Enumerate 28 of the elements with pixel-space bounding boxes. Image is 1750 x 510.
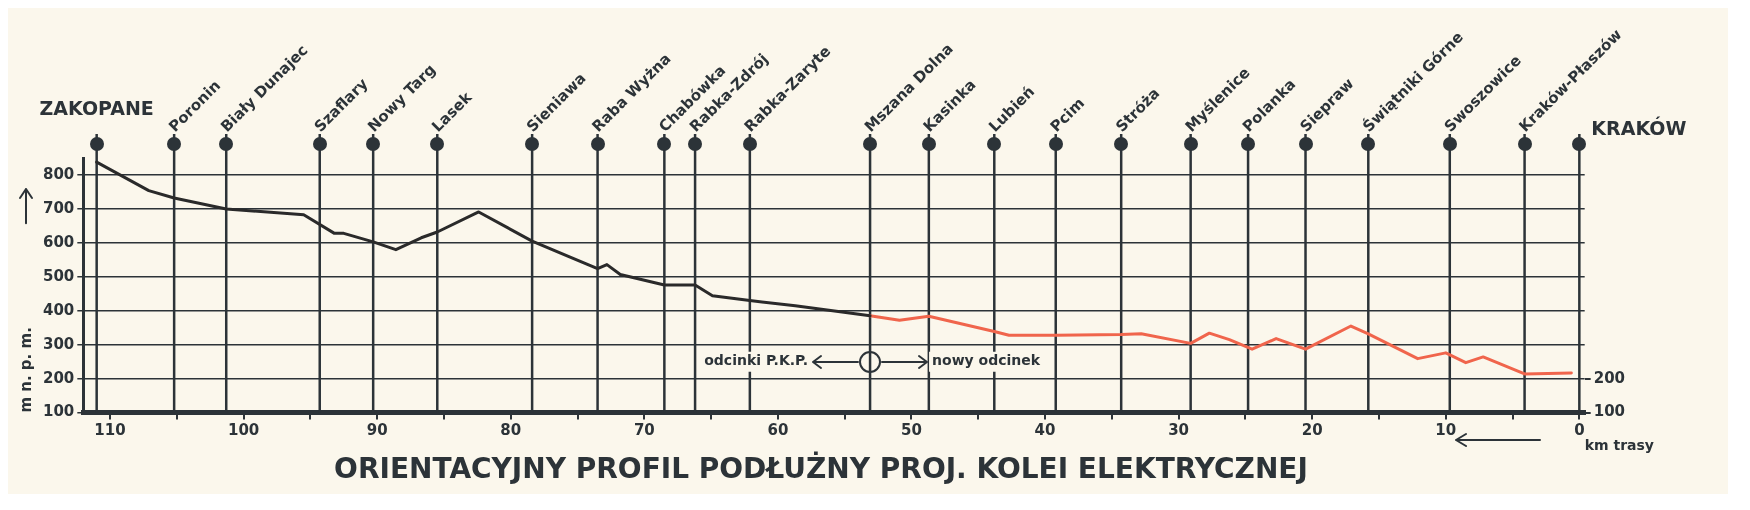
x-tick-label: 100 — [227, 421, 260, 440]
x-tick-label: 20 — [1301, 421, 1323, 440]
x-tick-label: 70 — [633, 421, 655, 440]
x-tick-label: 0 — [1574, 421, 1585, 440]
x-axis-title: km trasy — [1584, 436, 1654, 453]
y-tick-label: 800 — [43, 164, 75, 183]
y2-tick-label: 200 — [1593, 368, 1625, 387]
y-axis-title: m n. p. m. — [16, 327, 35, 413]
ref-line-label: ZAKOPANE — [39, 97, 154, 120]
x-tick-label: 40 — [1034, 421, 1056, 440]
x-tick-label: 10 — [1435, 421, 1457, 440]
text: ORIENTACYJNY PROFIL PODŁUŻNY PROJ. KOLEI ELEKTRYCZNEJ — [334, 451, 1308, 486]
annotation: nowy odcinek — [932, 352, 1041, 369]
x-tick-label: 50 — [901, 421, 922, 440]
x-tick-label: 110 — [94, 421, 126, 440]
x-tick-label: 30 — [1168, 421, 1190, 440]
y-tick-label: 600 — [43, 232, 75, 251]
x-tick-label: 90 — [366, 421, 388, 440]
y-tick-label: 100 — [43, 402, 75, 421]
x-tick-label: 80 — [500, 421, 522, 440]
y-tick-label: 500 — [43, 266, 75, 285]
y-tick-label: 200 — [43, 368, 75, 387]
annotation: odcinki P.K.P. — [704, 352, 809, 369]
y-tick-label: 300 — [43, 334, 75, 353]
y-tick-label: 400 — [43, 300, 75, 319]
x-tick-label: 60 — [767, 421, 789, 440]
y-tick-label: 700 — [43, 198, 75, 217]
y2-tick-label: 100 — [1593, 402, 1625, 421]
